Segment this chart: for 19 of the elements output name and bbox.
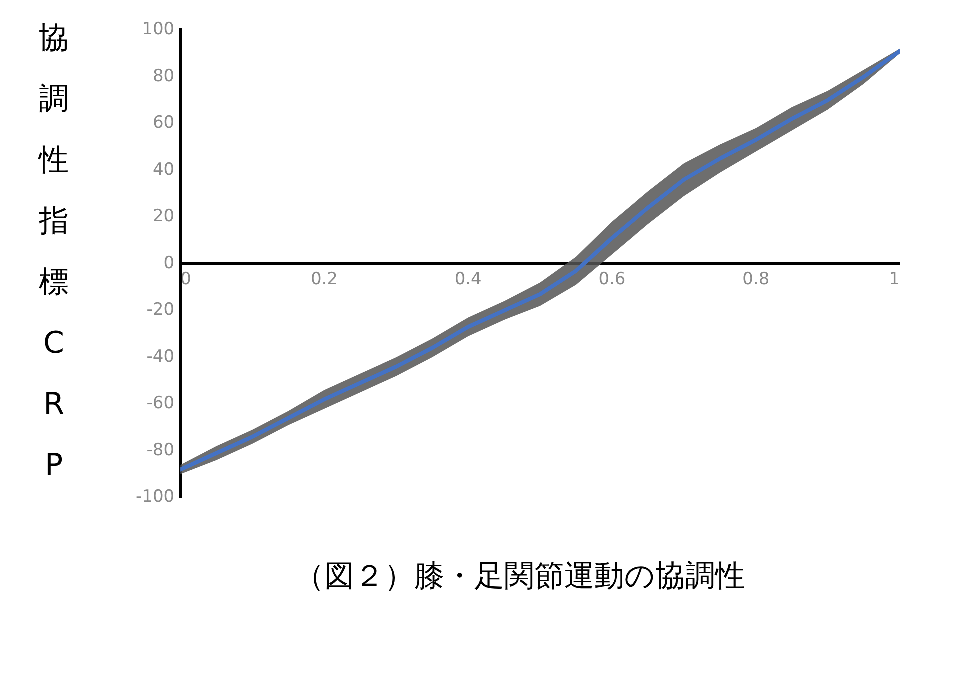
x-tick-label: 0.6 [598, 270, 626, 290]
y-tick-label: -100 [136, 487, 175, 508]
x-tick-label: 1 [889, 270, 900, 290]
x-tick-label: 0 [180, 270, 192, 290]
y-tick-label: 40 [152, 160, 175, 180]
y-tick-label: -40 [146, 346, 175, 367]
text: （図２）膝・足関節運動の協調性 [294, 558, 746, 596]
y-tick-label: -20 [146, 300, 175, 320]
x-tick-label: 0.4 [454, 270, 482, 290]
y-tick-label: 0 [164, 253, 175, 274]
y-axis-title: 協調性指標CRP [39, 21, 69, 483]
y-tick-label: 20 [152, 206, 175, 227]
x-tick-label: 0.8 [742, 270, 770, 290]
y-tick-label: 100 [142, 20, 175, 40]
x-tick-label: 0.2 [310, 270, 338, 290]
y-tick-label: -60 [146, 394, 175, 414]
y-tick-label: 80 [152, 66, 175, 86]
y-tick-label: -80 [146, 440, 175, 460]
y-tick-label: 60 [152, 113, 175, 134]
